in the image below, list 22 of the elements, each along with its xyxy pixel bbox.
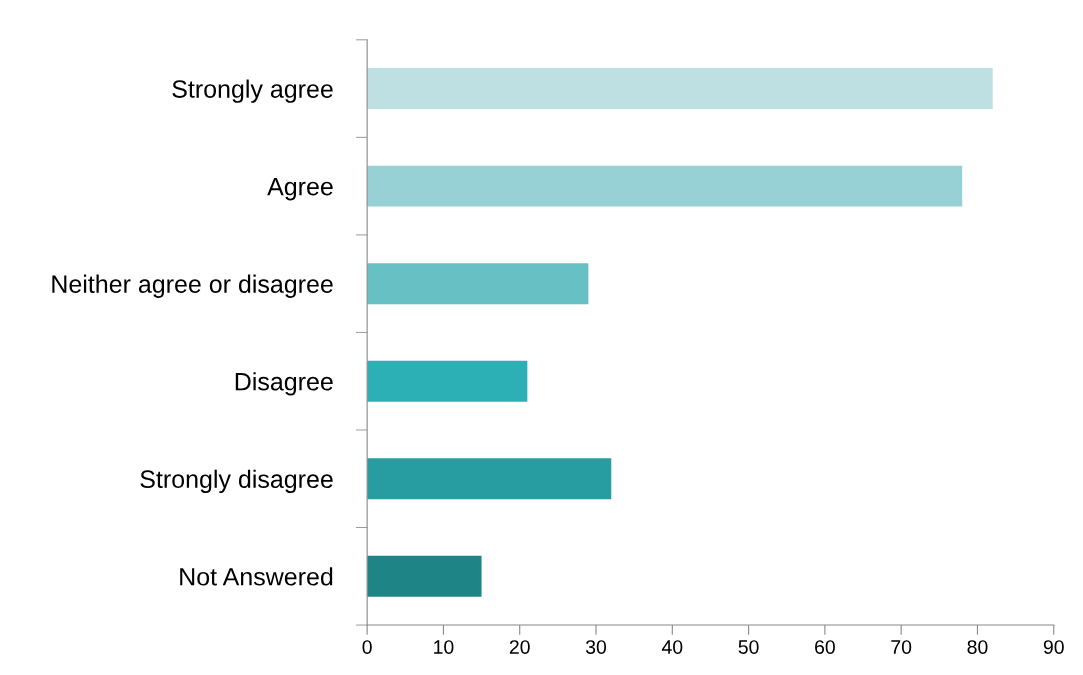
bar bbox=[367, 68, 993, 110]
y-tick-label: Strongly agree bbox=[172, 79, 333, 103]
bar bbox=[367, 555, 482, 597]
x-tick-label: 70 bbox=[891, 640, 912, 654]
bar bbox=[367, 458, 612, 500]
x-tick-label: 50 bbox=[738, 640, 759, 654]
bar bbox=[367, 165, 963, 207]
x-tick-label: 10 bbox=[434, 640, 454, 654]
x-tick-label: 0 bbox=[362, 640, 372, 654]
y-tick-label: Neither agree or disagree bbox=[52, 274, 333, 298]
x-tick-label: 60 bbox=[815, 640, 835, 654]
y-tick-label: Strongly disagree bbox=[140, 469, 333, 493]
x-tick-label: 80 bbox=[967, 640, 988, 654]
bar bbox=[367, 360, 528, 402]
y-tick-label: Disagree bbox=[235, 372, 333, 396]
x-tick-label: 30 bbox=[585, 640, 607, 654]
y-tick-label: Not Answered bbox=[180, 567, 333, 586]
x-tick-label: 40 bbox=[661, 640, 683, 654]
x-tick-label: 20 bbox=[509, 640, 530, 654]
y-tick-label: Agree bbox=[267, 177, 333, 201]
bar bbox=[367, 263, 589, 305]
x-tick-label: 90 bbox=[1043, 640, 1064, 654]
